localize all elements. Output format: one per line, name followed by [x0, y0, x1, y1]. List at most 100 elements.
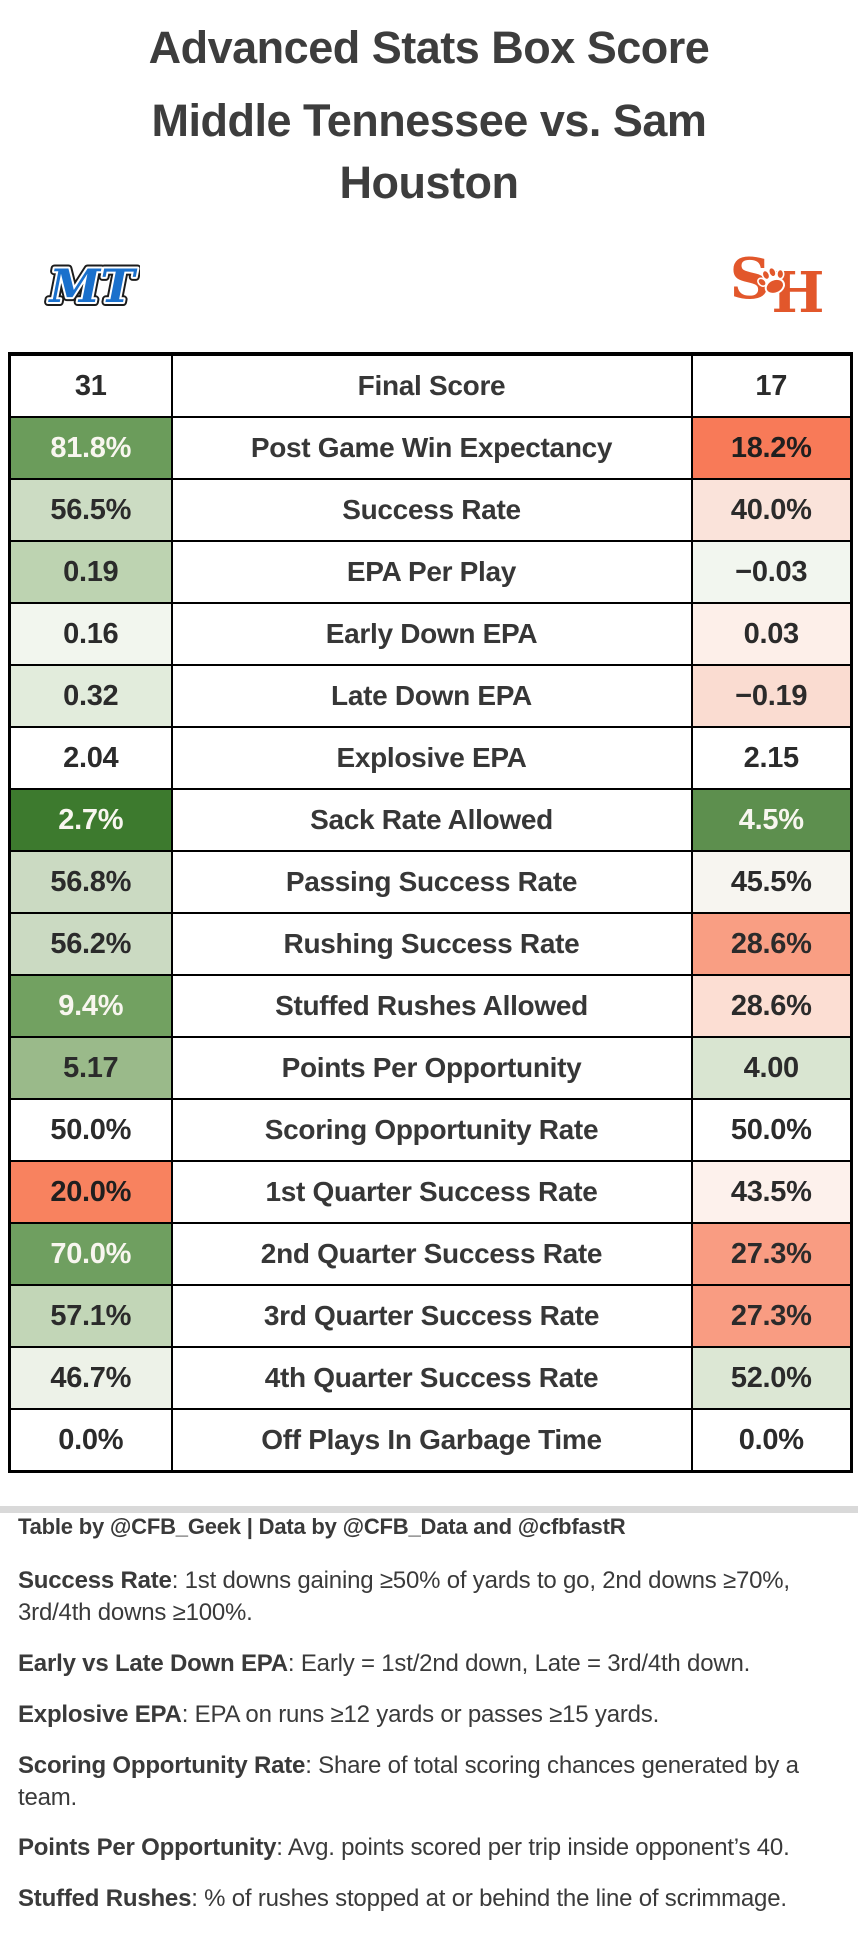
mt-value-cell: 31 [8, 353, 173, 418]
sh-value-cell: 18.2% [690, 416, 853, 480]
footnote: Stuffed Rushes: % of rushes stopped at o… [18, 1885, 787, 1913]
stat-name-cell: Early Down EPA [170, 602, 693, 666]
sh-value-cell: 4.00 [690, 1036, 853, 1100]
mt-logo-inner-outline: MT [47, 259, 138, 313]
sh-logo-svg: S H [730, 246, 825, 326]
mt-value-cell: 56.2% [8, 912, 173, 976]
stat-name-cell: Passing Success Rate [170, 850, 693, 914]
footnote-lead: Success Rate [18, 1567, 172, 1594]
table-row: 9.4% Stuffed Rushes Allowed 28.6% [8, 974, 853, 1038]
table-row: 46.7% 4th Quarter Success Rate 52.0% [8, 1346, 853, 1410]
mt-value-cell: 2.7% [8, 788, 173, 852]
page-title: Advanced Stats Box Score [148, 22, 710, 73]
mt-value-cell: 56.8% [8, 850, 173, 914]
footnote-lead: Scoring Opportunity Rate [18, 1751, 306, 1779]
footnote: Success Rate: 1st downs gaining ≥50% of … [18, 1567, 790, 1626]
stat-name-cell: 3rd Quarter Success Rate [170, 1284, 693, 1348]
table-row: 50.0% Scoring Opportunity Rate 50.0% [8, 1098, 853, 1162]
mt-value-cell: 0.32 [8, 664, 173, 728]
sh-value-cell: 50.0% [690, 1098, 853, 1162]
sh-value-cell: 27.3% [690, 1222, 853, 1286]
page-subtitle: Middle Tennessee vs. Sam Houston [151, 95, 707, 209]
sh-logo-icon: S H [722, 246, 826, 337]
stat-name-cell: Late Down EPA [170, 664, 693, 728]
footer: Table by @CFB_Geek | Data by @CFB_Data a… [18, 1514, 808, 1934]
stat-name-cell: Off Plays In Garbage Time [170, 1408, 693, 1473]
sh-value-cell: 28.6% [690, 974, 853, 1038]
table-row: 56.2% Rushing Success Rate 28.6% [8, 912, 853, 976]
table-row: 56.5% Success Rate 40.0% [8, 478, 853, 542]
mt-value-cell: 50.0% [8, 1098, 173, 1162]
stat-name-cell: Explosive EPA [170, 726, 693, 790]
mt-logo-text: MT [47, 259, 138, 313]
footnote: Scoring Opportunity Rate: Share of total… [18, 1751, 799, 1811]
sh-value-cell: 52.0% [690, 1346, 853, 1410]
footnotes: Success Rate: 1st downs gaining ≥50% of … [18, 1565, 808, 1915]
table-row: 70.0% 2nd Quarter Success Rate 27.3% [8, 1222, 853, 1286]
sh-value-cell: −0.19 [690, 664, 853, 728]
stat-name-cell: Stuffed Rushes Allowed [170, 974, 693, 1038]
stats-table-body: 31 Final Score 17 81.8% Post Game Win Expect… [8, 353, 853, 1473]
footnote-lead: Early vs Late Down EPA [18, 1649, 288, 1677]
mt-value-cell: 56.5% [8, 478, 173, 542]
table-row: 57.1% 3rd Quarter Success Rate 27.3% [8, 1284, 853, 1348]
stat-name-cell: EPA Per Play [170, 540, 693, 604]
paw-icon [757, 266, 785, 295]
stat-name-cell: 2nd Quarter Success Rate [170, 1222, 693, 1286]
stat-name-cell: 1st Quarter Success Rate [170, 1160, 693, 1224]
sh-value-cell: 43.5% [690, 1160, 853, 1224]
table-row: 31 Final Score 17 [8, 353, 853, 418]
stat-name-cell: Post Game Win Expectancy [170, 416, 693, 480]
mt-value-cell: 81.8% [8, 416, 173, 480]
footer-credits: Table by @CFB_Geek | Data by @CFB_Data a… [18, 1514, 626, 1539]
mt-value-cell: 5.17 [8, 1036, 173, 1100]
sh-value-cell: 0.0% [690, 1408, 853, 1473]
table-row: 0.19 EPA Per Play −0.03 [8, 540, 853, 604]
mt-value-cell: 2.04 [8, 726, 173, 790]
sh-value-cell: 0.03 [690, 602, 853, 666]
sh-value-cell: 40.0% [690, 478, 853, 542]
sh-value-cell: 27.3% [690, 1284, 853, 1348]
table-row: 2.04 Explosive EPA 2.15 [8, 726, 853, 790]
table-row: 81.8% Post Game Win Expectancy 18.2% [8, 416, 853, 480]
table-row: 0.16 Early Down EPA 0.03 [8, 602, 853, 666]
sh-value-cell: 28.6% [690, 912, 853, 976]
stat-name-cell: Scoring Opportunity Rate [170, 1098, 693, 1162]
table-bottom-shadow [0, 1506, 858, 1513]
stat-name-cell: Final Score [170, 353, 693, 418]
table-row: 0.32 Late Down EPA −0.19 [8, 664, 853, 728]
mt-value-cell: 70.0% [8, 1222, 173, 1286]
table-row: 20.0% 1st Quarter Success Rate 43.5% [8, 1160, 853, 1224]
sh-value-cell: −0.03 [690, 540, 853, 604]
stat-name-cell: Sack Rate Allowed [170, 788, 693, 852]
stats-table: 31 Final Score 17 81.8% Post Game Win Expect… [8, 352, 853, 1473]
sh-value-cell: 45.5% [690, 850, 853, 914]
mt-value-cell: 0.16 [8, 602, 173, 666]
mt-value-cell: 0.0% [8, 1408, 173, 1473]
mt-value-cell: 20.0% [8, 1160, 173, 1224]
footnote: Early vs Late Down EPA: Early = 1st/2nd … [18, 1649, 751, 1677]
footnote-lead: Explosive EPA [18, 1700, 182, 1728]
mt-value-cell: 0.19 [8, 540, 173, 604]
table-row: 0.0% Off Plays In Garbage Time 0.0% [8, 1408, 853, 1473]
footnote: Explosive EPA: EPA on runs ≥12 yards or … [18, 1700, 660, 1728]
sh-value-cell: 2.15 [690, 726, 853, 790]
stat-name-cell: Rushing Success Rate [170, 912, 693, 976]
mt-logo-outline: MT [47, 259, 138, 313]
sh-value-cell: 17 [690, 353, 853, 418]
stat-name-cell: 4th Quarter Success Rate [170, 1346, 693, 1410]
table-row: 5.17 Points Per Opportunity 4.00 [8, 1036, 853, 1100]
footnote: Points Per Opportunity: Avg. points scor… [18, 1834, 790, 1862]
mt-value-cell: 57.1% [8, 1284, 173, 1348]
footnote-lead: Stuffed Rushes [18, 1885, 192, 1913]
sh-value-cell: 4.5% [690, 788, 853, 852]
mt-logo-svg: MT MT MT [43, 255, 142, 317]
mt-value-cell: 9.4% [8, 974, 173, 1038]
stat-name-cell: Success Rate [170, 478, 693, 542]
table-row: 2.7% Sack Rate Allowed 4.5% [8, 788, 853, 852]
mt-value-cell: 46.7% [8, 1346, 173, 1410]
mt-logo-icon: MT MT MT [43, 252, 142, 327]
footnote-lead: Points Per Opportunity [18, 1834, 277, 1862]
stat-name-cell: Points Per Opportunity [170, 1036, 693, 1100]
